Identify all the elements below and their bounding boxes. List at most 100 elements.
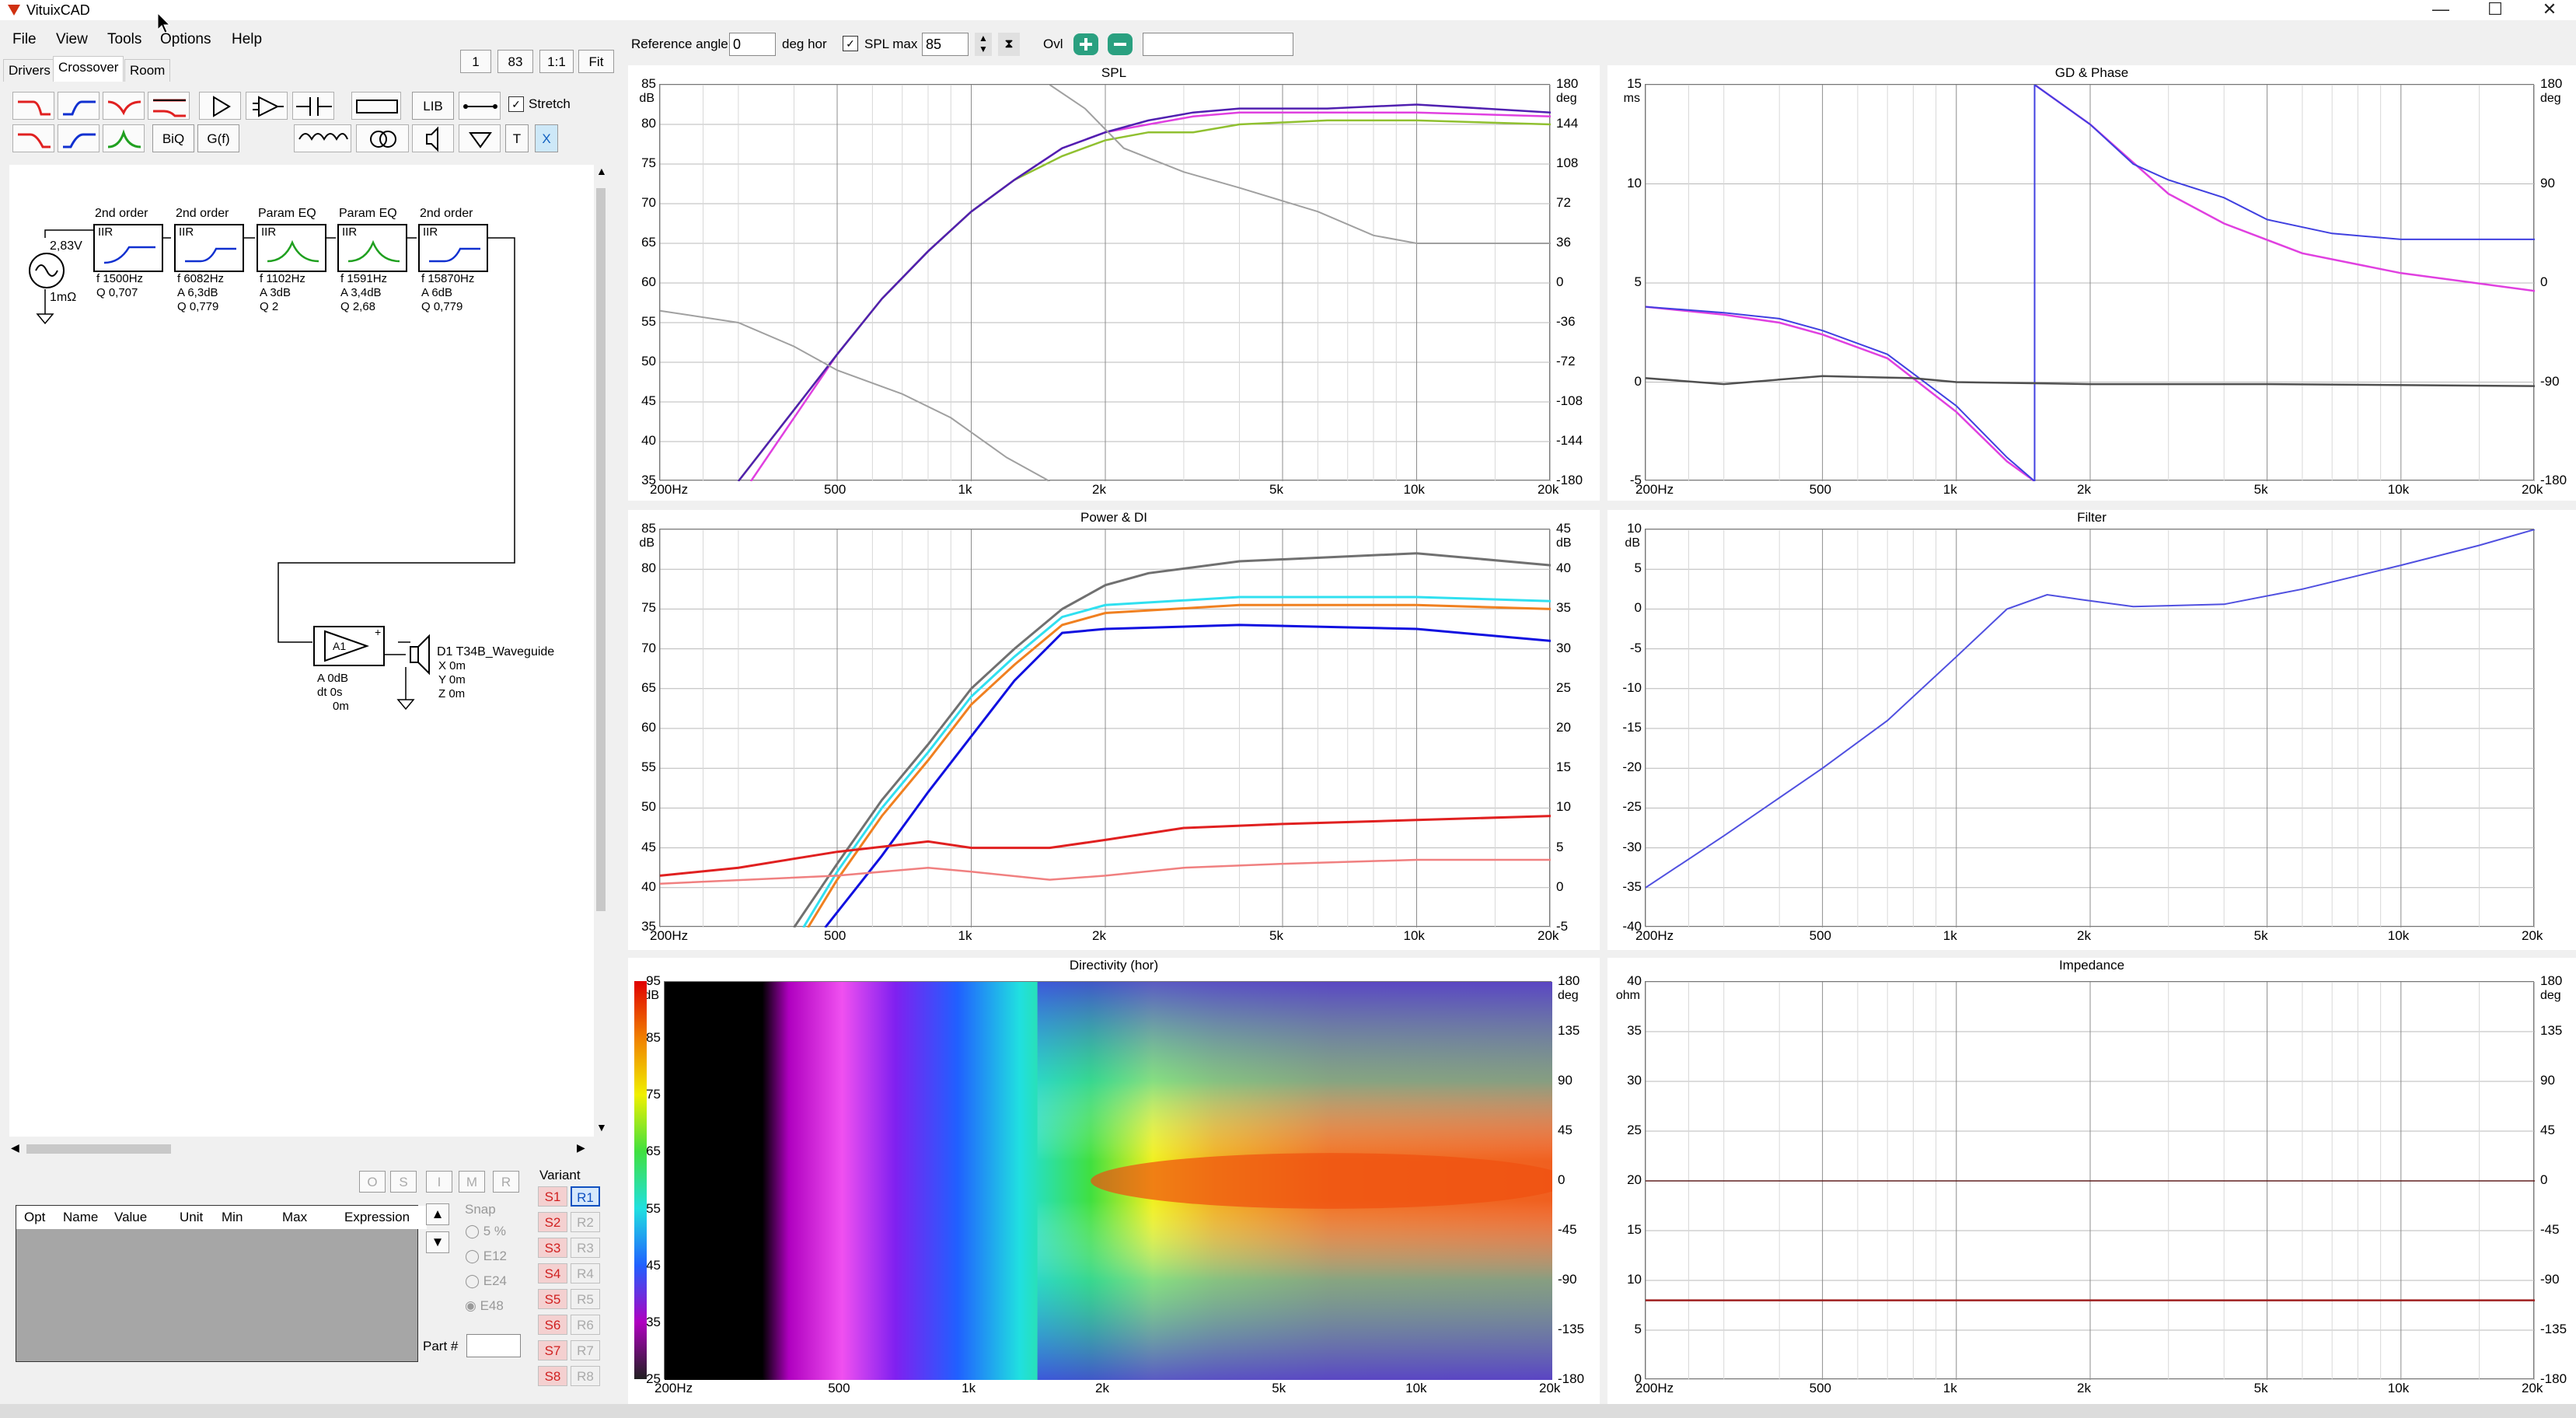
plot-area[interactable] bbox=[659, 84, 1551, 481]
variant-s4-button[interactable]: S4 bbox=[538, 1263, 567, 1284]
scroll-down-icon[interactable]: ▼ bbox=[596, 1121, 607, 1133]
plot-area[interactable] bbox=[664, 981, 1552, 1380]
chart-filter[interactable]: Filter 10 5 0 -5 -10 -15 -20 -25 -30 -35 -40 dB 200Hz… bbox=[1607, 510, 2576, 950]
reference-angle-input[interactable] bbox=[729, 33, 776, 56]
op-m-button[interactable]: M bbox=[459, 1171, 485, 1193]
highpass-1st-blue-icon[interactable] bbox=[58, 124, 99, 152]
variant-r5-button[interactable]: R5 bbox=[571, 1289, 600, 1309]
filter-block-peq-1591[interactable]: Param EQ IIR f 1591Hz A 3,4dB Q 2,68 bbox=[337, 207, 423, 323]
scroll-left-icon[interactable]: ◀ bbox=[11, 1141, 19, 1154]
spl-max-spinner[interactable]: ▲ ▼ bbox=[975, 33, 992, 56]
stretch-checkbox[interactable]: ✓ bbox=[508, 96, 524, 112]
plot-area[interactable] bbox=[1645, 529, 2535, 927]
text-button[interactable]: T bbox=[505, 124, 529, 152]
schematic-hscrollbar[interactable]: ◀ ▶ bbox=[9, 1141, 594, 1155]
scroll-right-icon[interactable]: ▶ bbox=[577, 1141, 585, 1154]
close-button[interactable]: ✕ bbox=[2542, 0, 2557, 19]
menu-file[interactable]: File bbox=[12, 31, 37, 47]
zoom-1to1-button[interactable]: 1:1 bbox=[539, 50, 574, 73]
snap-e12-radio[interactable]: ◯ E12 bbox=[465, 1249, 507, 1263]
lowpass-filter-red-icon[interactable] bbox=[12, 92, 54, 120]
move-down-button[interactable]: ▼ bbox=[426, 1231, 449, 1253]
capacitor-icon[interactable] bbox=[292, 92, 334, 120]
snap-e48-radio[interactable]: ◉ E48 bbox=[465, 1298, 504, 1313]
delete-button[interactable]: X bbox=[535, 124, 558, 152]
filter-block-peq-1102[interactable]: Param EQ IIR f 1102Hz A 3dB Q 2 bbox=[257, 207, 342, 323]
op-i-button[interactable]: I bbox=[426, 1171, 452, 1193]
menu-view[interactable]: View bbox=[56, 31, 88, 47]
resistor-icon[interactable] bbox=[351, 92, 401, 120]
speaker-driver-icon[interactable] bbox=[407, 631, 438, 678]
op-r-button[interactable]: R bbox=[493, 1171, 519, 1193]
minimize-button[interactable]: — bbox=[2432, 0, 2449, 19]
snap-e24-radio[interactable]: ◯ E24 bbox=[465, 1273, 507, 1288]
amplifier-icon[interactable] bbox=[246, 92, 288, 120]
schematic-vscrollbar[interactable]: ▲ ▼ bbox=[594, 165, 608, 1137]
variant-r4-button[interactable]: R4 bbox=[571, 1263, 600, 1284]
overlay-remove-icon[interactable] bbox=[1107, 33, 1133, 56]
variant-s7-button[interactable]: S7 bbox=[538, 1340, 567, 1360]
filter-block-hp-1500[interactable]: 2nd order IIR f 1500Hz Q 0,707 bbox=[93, 207, 179, 308]
snap-5pct-radio[interactable]: ◯ 5 % bbox=[465, 1224, 507, 1238]
bandpass-green-icon[interactable] bbox=[103, 124, 145, 152]
zoom-1-button[interactable]: 1 bbox=[460, 50, 491, 73]
variant-s6-button[interactable]: S6 bbox=[538, 1315, 567, 1335]
plot-area[interactable] bbox=[659, 529, 1551, 927]
transfer-function-button[interactable]: G(f) bbox=[197, 124, 239, 152]
menu-options[interactable]: Options bbox=[160, 31, 211, 47]
variant-r1-button[interactable]: R1 bbox=[571, 1186, 600, 1207]
op-s-button[interactable]: S bbox=[390, 1171, 417, 1193]
schematic-canvas[interactable]: 2,83V 1mΩ 2nd order IIR f 1500Hz Q 0,707… bbox=[9, 165, 608, 1137]
filter-block-shelf-6082[interactable]: 2nd order IIR f 6082Hz A 6,3dB Q 0,779 bbox=[174, 207, 260, 323]
overlay-add-icon[interactable] bbox=[1073, 33, 1099, 56]
wire-icon[interactable] bbox=[459, 92, 501, 120]
move-up-button[interactable]: ▲ bbox=[426, 1203, 449, 1225]
zoom-83-button[interactable]: 83 bbox=[497, 50, 533, 73]
spl-auto-button[interactable]: ⧗ bbox=[998, 33, 1020, 56]
menu-help[interactable]: Help bbox=[232, 31, 263, 47]
transformer-icon[interactable] bbox=[356, 124, 409, 152]
variant-r7-button[interactable]: R7 bbox=[571, 1340, 600, 1360]
menu-tools[interactable]: Tools bbox=[107, 31, 142, 47]
zoom-fit-button[interactable]: Fit bbox=[578, 50, 614, 73]
overlay-name-input[interactable] bbox=[1143, 33, 1293, 56]
filter-block-shelf-15870[interactable]: 2nd order IIR f 15870Hz A 6dB Q 0,779 bbox=[418, 207, 511, 323]
scroll-up-icon[interactable]: ▲ bbox=[596, 165, 607, 177]
op-o-button[interactable]: O bbox=[359, 1171, 386, 1193]
lowpass-1st-red-icon[interactable] bbox=[12, 124, 54, 152]
inductor-icon[interactable] bbox=[294, 124, 351, 152]
biquad-button[interactable]: BiQ bbox=[152, 124, 194, 152]
maximize-button[interactable]: ☐ bbox=[2487, 0, 2503, 19]
variant-r8-button[interactable]: R8 bbox=[571, 1366, 600, 1386]
chart-spl[interactable]: SPL 85 80 75 70 65 60 55 50 45 40 35 dB 180 144 108 72 36… bbox=[628, 65, 1600, 501]
amplifier-block-icon[interactable]: A1 + bbox=[312, 625, 390, 669]
ground-icon[interactable] bbox=[459, 124, 501, 152]
variant-r6-button[interactable]: R6 bbox=[571, 1315, 600, 1335]
variant-r3-button[interactable]: R3 bbox=[571, 1238, 600, 1258]
highpass-filter-blue-icon[interactable] bbox=[58, 92, 99, 120]
tab-drivers[interactable]: Drivers bbox=[3, 59, 56, 82]
variant-s8-button[interactable]: S8 bbox=[538, 1366, 567, 1386]
plot-area[interactable] bbox=[1645, 84, 2535, 481]
variant-s2-button[interactable]: S2 bbox=[538, 1212, 567, 1232]
shelf-filter-icon[interactable] bbox=[148, 92, 190, 120]
chart-imp[interactable]: Impedance 40 35 30 25 20 15 10 5 0 ohm 180 135 90 45 0 -… bbox=[1607, 958, 2576, 1404]
variant-s5-button[interactable]: S5 bbox=[538, 1289, 567, 1309]
variant-r2-button[interactable]: R2 bbox=[571, 1212, 600, 1232]
chart-gd[interactable]: GD & Phase 15 10 5 0 -5 ms 180 90 0 -90 -180 deg 200H… bbox=[1607, 65, 2576, 501]
chart-power[interactable]: Power & DI 85 80 75 70 65 60 55 50 45 40 35 dB 45 40 35… bbox=[628, 510, 1600, 950]
buffer-icon[interactable] bbox=[199, 92, 241, 120]
variant-s1-button[interactable]: S1 bbox=[538, 1186, 567, 1207]
driver-icon[interactable] bbox=[412, 124, 454, 152]
plot-area[interactable] bbox=[1645, 981, 2535, 1380]
part-number-input[interactable] bbox=[466, 1334, 521, 1357]
parameter-table[interactable]: Opt Name Value Unit Min Max Expression bbox=[16, 1205, 427, 1362]
chart-dir[interactable]: Directivity (hor) 95 85 75 65 55 45 35 25 dB 180 13… bbox=[628, 958, 1600, 1404]
spl-max-checkbox[interactable]: ✓ bbox=[843, 36, 858, 51]
spl-max-input[interactable] bbox=[922, 33, 969, 56]
variant-s3-button[interactable]: S3 bbox=[538, 1238, 567, 1258]
tab-room[interactable]: Room bbox=[124, 59, 171, 82]
notch-filter-red-icon[interactable] bbox=[103, 92, 145, 120]
tab-crossover[interactable]: Crossover bbox=[53, 56, 124, 82]
lib-button[interactable]: LIB bbox=[412, 92, 454, 120]
